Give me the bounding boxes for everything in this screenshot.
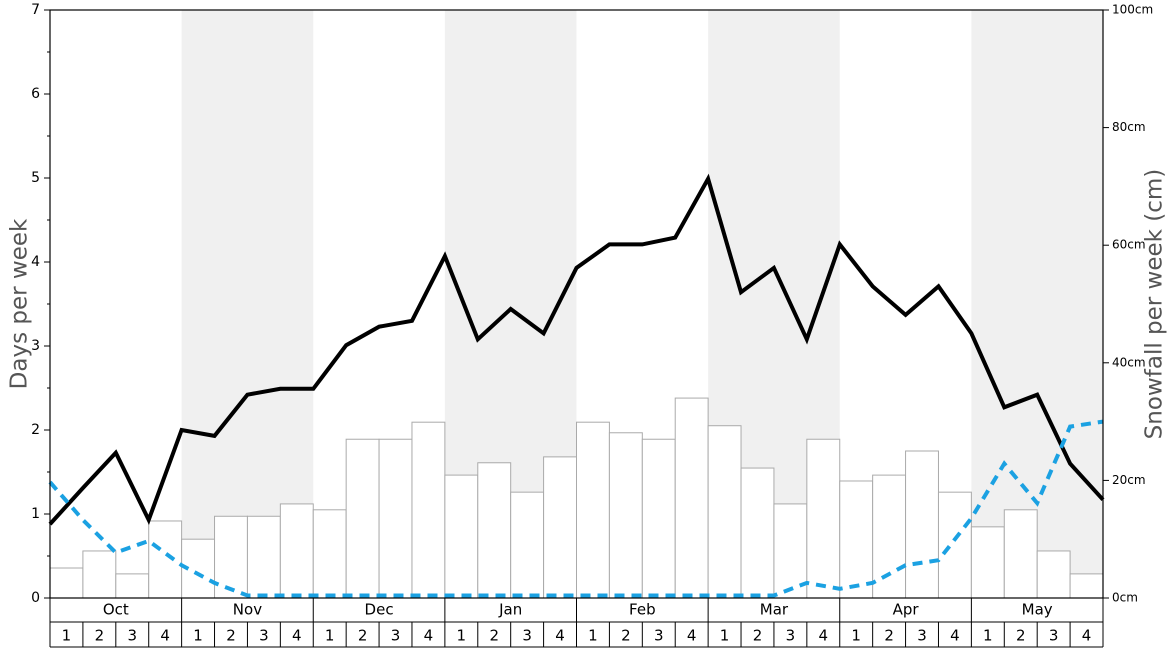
y2-tick-label: 40cm [1112, 355, 1146, 369]
week-label: 4 [819, 627, 829, 645]
y2-tick-label: 20cm [1112, 473, 1146, 487]
bar [1069, 573, 1104, 599]
bar [839, 480, 874, 599]
y-tick-label: 0 [31, 590, 40, 606]
bar [1003, 509, 1038, 599]
week-label: 1 [457, 627, 467, 645]
week-label: 3 [1049, 627, 1059, 645]
month-label: Jan [498, 601, 522, 619]
week-label: 2 [358, 627, 368, 645]
bar [905, 450, 939, 599]
line [48, 173, 1105, 526]
month-label: Apr [893, 601, 920, 619]
week-label: 3 [259, 627, 269, 645]
month-label: Dec [365, 601, 394, 619]
bar [49, 567, 84, 599]
week-label: 4 [424, 627, 434, 645]
week-label: 2 [753, 627, 763, 645]
week-label: 3 [127, 627, 137, 645]
y-axis-label: Days per week [7, 218, 33, 389]
week-label: 1 [983, 627, 993, 645]
week-label: 3 [917, 627, 927, 645]
month-label: Nov [233, 601, 262, 619]
week-label: 3 [654, 627, 664, 645]
y-tick-label: 3 [31, 338, 40, 354]
y-tick-label: 1 [31, 506, 40, 522]
y2-tick-label: 0cm [1112, 591, 1138, 605]
y2-tick-label: 100cm [1112, 3, 1153, 17]
week-label: 1 [325, 627, 335, 645]
month-label: Oct [103, 601, 129, 619]
week-label: 1 [588, 627, 598, 645]
bar [576, 421, 610, 599]
line [48, 419, 1104, 598]
bar [543, 456, 577, 599]
month-shade [181, 10, 314, 598]
week-label: 1 [720, 627, 730, 645]
week-label: 4 [555, 627, 565, 645]
bar [411, 421, 446, 599]
bar [806, 438, 841, 599]
week-label: 2 [95, 627, 105, 645]
y-tick-label: 6 [31, 86, 40, 102]
y2-tick-label: 60cm [1112, 238, 1146, 252]
y-tick-label: 7 [31, 2, 40, 18]
bar [246, 515, 281, 599]
week-label: 4 [687, 627, 697, 645]
bar [937, 491, 972, 599]
bar [148, 520, 183, 599]
week-label: 4 [292, 627, 302, 645]
bar [345, 438, 380, 599]
week-label: 2 [884, 627, 894, 645]
week-label: 4 [160, 627, 170, 645]
bar [641, 438, 676, 599]
bar [115, 573, 150, 599]
week-label: 3 [391, 627, 401, 645]
y-tick-label: 4 [31, 254, 40, 270]
week-label: 2 [1016, 627, 1026, 645]
y2-axis-label: Snowfall per week (cm) [1142, 169, 1168, 440]
week-label: 4 [1082, 627, 1092, 645]
bar [740, 467, 775, 599]
week-label: 3 [522, 627, 532, 645]
month-label: Mar [760, 601, 789, 619]
bar [279, 503, 314, 599]
bar [477, 462, 512, 599]
week-label: 1 [193, 627, 203, 645]
week-label: 2 [621, 627, 631, 645]
bar [444, 474, 479, 599]
week-label: 4 [950, 627, 960, 645]
week-label: 3 [786, 627, 796, 645]
week-label: 1 [851, 627, 861, 645]
bar [707, 425, 742, 599]
y-tick-label: 2 [31, 422, 40, 438]
bar [1036, 550, 1071, 599]
bar [970, 526, 1005, 599]
bar [214, 515, 248, 599]
month-label: May [1022, 601, 1053, 619]
bar [608, 432, 643, 599]
bar [674, 397, 709, 599]
month-label: Feb [629, 601, 656, 619]
bar [872, 474, 907, 599]
week-label: 1 [62, 627, 72, 645]
bar [510, 491, 545, 599]
bar [773, 503, 808, 599]
bar [312, 509, 347, 599]
y-tick-label: 5 [31, 170, 40, 186]
y2-tick-label: 80cm [1112, 120, 1146, 134]
week-label: 2 [489, 627, 499, 645]
week-label: 2 [226, 627, 236, 645]
bar [82, 550, 117, 599]
bar [378, 438, 413, 599]
